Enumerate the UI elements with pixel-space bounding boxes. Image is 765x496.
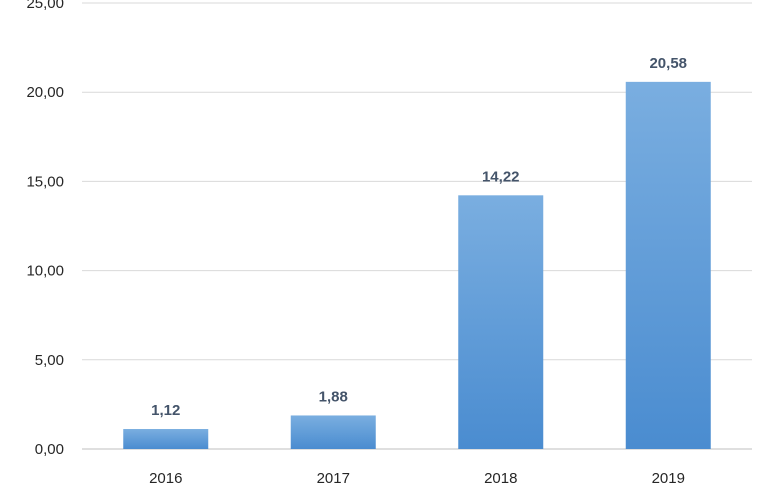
- y-tick-label: 5,00: [35, 352, 64, 369]
- data-label: 1,12: [151, 402, 180, 419]
- bars: [123, 81, 711, 450]
- bar: [458, 195, 544, 449]
- y-tick-label: 25,00: [26, 0, 64, 12]
- bar: [290, 415, 376, 449]
- y-tick-label: 15,00: [26, 173, 64, 190]
- x-tick-label: 2016: [149, 470, 182, 487]
- y-tick-label: 10,00: [26, 263, 64, 280]
- y-tick-label: 20,00: [26, 84, 64, 101]
- data-labels: 1,12 1,88 14,22 20,58: [151, 55, 687, 419]
- data-label: 20,58: [649, 55, 687, 72]
- x-axis-tick-labels: 2016 2017 2018 2019: [149, 470, 685, 487]
- y-axis-tick-labels: 0,00 5,00 10,00 15,00 20,00 25,00: [26, 0, 64, 458]
- x-tick-label: 2018: [484, 470, 517, 487]
- y-tick-label: 0,00: [35, 441, 64, 458]
- x-tick-label: 2019: [652, 470, 685, 487]
- bar: [123, 429, 209, 449]
- data-label: 1,88: [319, 388, 348, 405]
- data-label: 14,22: [482, 168, 520, 185]
- x-tick-label: 2017: [317, 470, 350, 487]
- bar: [625, 81, 711, 450]
